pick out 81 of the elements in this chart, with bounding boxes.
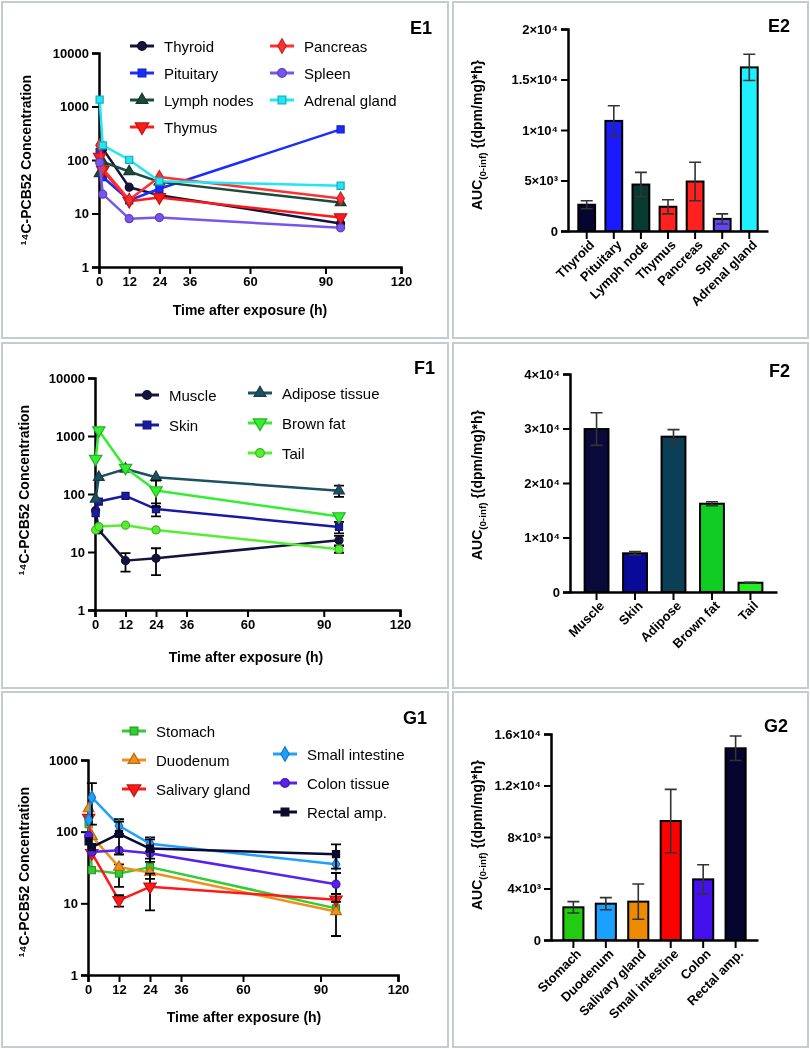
y-tick-label: 10	[63, 895, 78, 911]
x-tick-label: 120	[389, 617, 412, 633]
y-tick-label: 1	[81, 259, 89, 275]
legend-label: Small intestine	[307, 745, 405, 763]
y-tick-label: 4×10³	[507, 881, 542, 897]
y-axis-title: ¹⁴C-PCB52 Concentration	[15, 786, 32, 958]
x-axis-title: Time after exposure (h)	[172, 302, 328, 318]
legend-label: Duodenum	[156, 751, 230, 769]
y-tick-label: 2×10⁴	[522, 21, 558, 37]
chart-title: E1	[409, 18, 432, 38]
y-tick-label: 100	[67, 152, 89, 168]
y-tick-label: 1.5×10⁴	[511, 72, 558, 88]
y-tick-label: 10	[70, 544, 85, 560]
x-tick-label: 12	[122, 274, 137, 290]
y-tick-label: 1	[77, 602, 85, 618]
y-tick-label: 1×10⁴	[522, 122, 558, 138]
legend-label: Thymus	[164, 118, 218, 136]
legend-label: Adrenal gland	[304, 91, 397, 109]
x-tick-label: 60	[236, 982, 251, 998]
y-tick-label: 5×10³	[524, 173, 559, 189]
x-tick-label: 36	[179, 617, 195, 633]
x-tick-label: 36	[182, 274, 198, 290]
x-tick-label: 90	[318, 274, 334, 290]
legend-label: Rectal amp.	[307, 803, 388, 821]
x-tick-label: 12	[118, 617, 134, 633]
x-axis-title: Time after exposure (h)	[166, 1009, 322, 1025]
y-tick-label: 2×10⁴	[524, 475, 560, 491]
legend-label: Stomach	[156, 722, 216, 740]
legend-label: Lymph nodes	[164, 91, 254, 109]
y-axis-title: ¹⁴C-PCB52 Concentration	[15, 404, 32, 576]
y-tick-label: 10	[74, 206, 89, 222]
legend-label: Brown fat	[282, 414, 347, 432]
legend-label: Colon tissue	[307, 774, 390, 792]
x-tick-label: 12	[112, 982, 127, 998]
x-tick-label: 120	[387, 982, 410, 998]
y-tick-label: 1×10⁴	[524, 530, 560, 546]
y-axis-title: ¹⁴C-PCB52 Concentration	[17, 74, 34, 246]
legend-label: Adipose tissue	[282, 384, 380, 402]
x-tick-label: Tail	[735, 598, 762, 624]
y-tick-label: 8×10³	[507, 829, 542, 845]
x-tick-label: 60	[240, 617, 256, 633]
x-tick-label: 0	[91, 617, 100, 633]
y-tick-label: 0	[550, 223, 558, 239]
legend-label: Tail	[282, 444, 305, 462]
legend-label: Spleen	[304, 64, 351, 82]
chart-title: G1	[402, 708, 427, 728]
legend-label: Salivary gland	[156, 780, 251, 798]
y-tick-label: 4×10⁴	[524, 366, 560, 382]
y-tick-label: 1.2×10⁴	[494, 778, 541, 794]
y-tick-label: 1000	[60, 99, 89, 115]
x-tick-label: 36	[174, 982, 189, 998]
y-tick-label: 1.6×10⁴	[494, 726, 541, 742]
y-tick-label: 10000	[52, 45, 89, 61]
legend-label: Pancreas	[304, 37, 368, 55]
x-tick-label: 0	[95, 274, 104, 290]
x-tick-label: 120	[390, 274, 413, 290]
legend-label: Thyroid	[164, 37, 215, 55]
x-tick-label: 24	[152, 274, 168, 290]
y-tick-label: 1000	[49, 752, 78, 768]
legend-label: Pituitary	[164, 64, 219, 82]
y-tick-label: 0	[552, 584, 560, 600]
x-tick-label: 90	[313, 982, 329, 998]
chart-title: F2	[768, 361, 790, 381]
chart-title: G2	[763, 716, 788, 736]
x-tick-label: Skin	[615, 598, 646, 629]
x-tick-label: 90	[317, 617, 332, 633]
y-tick-label: 10000	[48, 370, 85, 386]
legend-label: Skin	[169, 416, 199, 434]
y-tick-label: 0	[533, 932, 541, 948]
x-tick-label: 60	[243, 274, 258, 290]
x-tick-label: 24	[143, 982, 159, 998]
y-tick-label: 3×10⁴	[524, 421, 560, 437]
legend-label: Muscle	[169, 386, 217, 404]
x-axis-title: Time after exposure (h)	[168, 649, 324, 665]
y-tick-label: 100	[56, 824, 78, 840]
chart-title: F1	[413, 358, 435, 378]
y-tick-label: 1000	[56, 428, 85, 444]
y-tick-label: 100	[63, 486, 85, 502]
x-tick-label: 24	[149, 617, 165, 633]
chart-title: E2	[767, 16, 790, 36]
y-tick-label: 1	[70, 967, 78, 983]
